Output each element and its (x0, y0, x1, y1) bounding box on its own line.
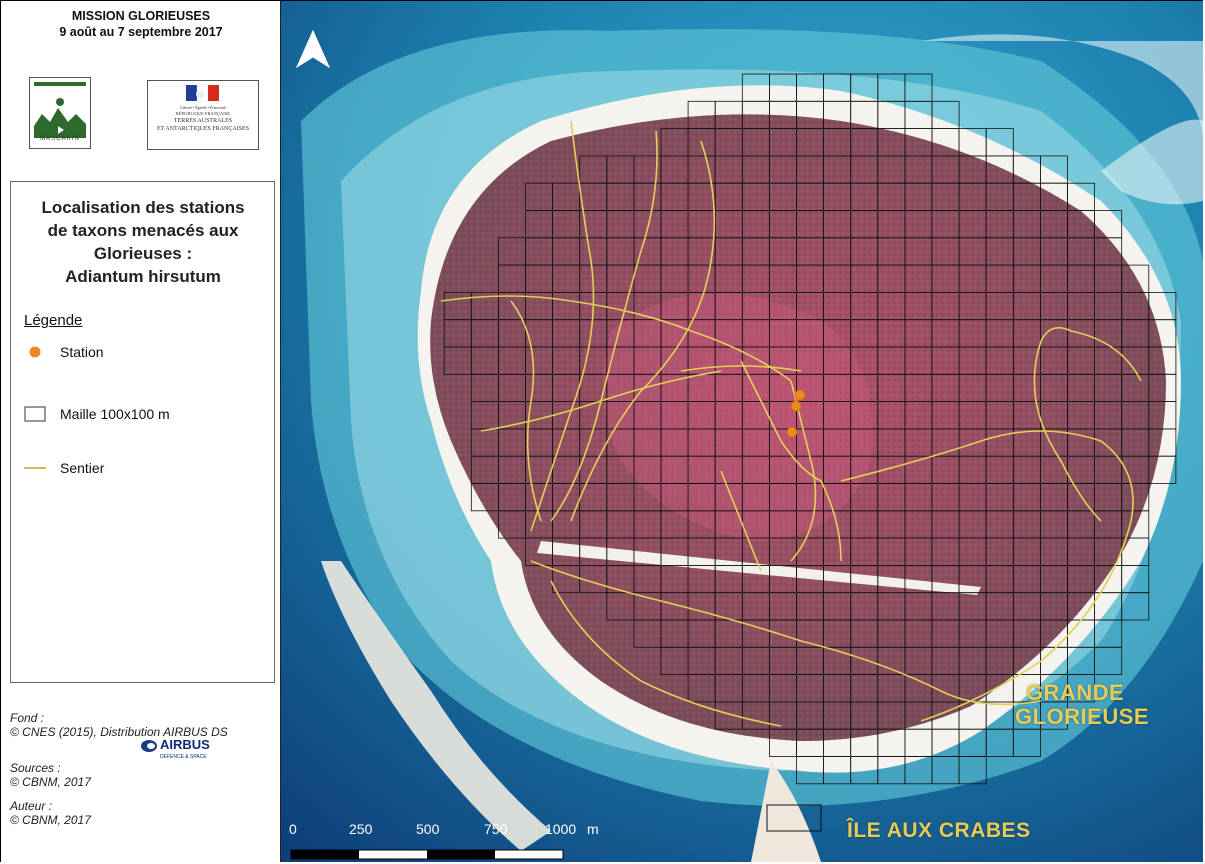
fond-value: © CNES (2015), Distribution AIRBUS DS (10, 725, 228, 739)
trail-line (720, 470, 762, 572)
dense-vegetation (603, 293, 873, 541)
legend-station-label: Station (60, 344, 104, 360)
legend-title: Légende (24, 312, 83, 329)
taaf-logo: Liberté • Égalité • Fraternité RÉPUBLIQU… (147, 80, 259, 150)
station-point (790, 400, 802, 412)
trail-line (530, 120, 595, 532)
airbus-logo: AIRBUS DEFENCE & SPACE (10, 737, 270, 761)
map-title-line3: Glorieuses : (93, 244, 193, 263)
trail-line (480, 370, 722, 432)
trail-layer (440, 120, 1142, 727)
auteur-value: © CBNM, 2017 (10, 813, 91, 827)
satellite-map[interactable]: GRANDE GLORIEUSE ÎLE AUX CRABES 0 250 50… (281, 1, 1203, 862)
grande-glorieuse-line2: GLORIEUSE (1015, 704, 1150, 729)
sources-value: © CBNM, 2017 (10, 775, 91, 789)
airbus-name: AIRBUS (160, 737, 210, 752)
scale-tick-250: 250 (349, 821, 373, 837)
grid-cell-symbol-icon (24, 406, 46, 422)
airbus-sub: DEFENCE & SPACE (160, 754, 207, 760)
trail-line (1033, 340, 1102, 522)
fond-label: Fond : (10, 711, 45, 725)
ile-aux-crabes-label: ÎLE AUX CRABES (847, 819, 1031, 842)
sand-patch-e (1101, 119, 1203, 205)
station-point (786, 426, 798, 438)
trail-line (530, 560, 1042, 706)
sidebar: MISSION GLORIEUSES 9 août au 7 septembre… (1, 1, 281, 862)
map-title-line4: Adiantum hirsutum (65, 267, 221, 286)
crabes-cell (766, 804, 822, 832)
trail-line (510, 300, 542, 522)
grid-cell (1067, 674, 1096, 703)
trail-line (550, 130, 658, 522)
auteur-label: Auteur : (10, 799, 53, 813)
sand-patch-ne (921, 34, 1203, 142)
trail-line (440, 295, 792, 382)
legend-grid-label: Maille 100x100 m (60, 406, 170, 422)
trail-line-symbol-icon (24, 460, 46, 476)
north-arrow-icon (295, 29, 331, 69)
legend-item-trail: Sentier (24, 460, 104, 476)
mission-dates: 9 août au 7 septembre 2017 (59, 25, 223, 39)
stations-layer (786, 389, 806, 438)
grid-cell (1121, 592, 1150, 621)
grid-cell (1040, 701, 1068, 730)
logos: MASCARIN Liberté • Égalité • Fraternité … (29, 77, 279, 153)
station-point (794, 389, 806, 401)
title-legend-box: Localisation des stations de taxons mena… (10, 181, 275, 683)
scale-tick-500: 500 (416, 821, 440, 837)
station-symbol-icon (24, 344, 46, 360)
trail-line (1040, 326, 1142, 382)
scale-bar (290, 849, 564, 860)
grid-layer (443, 73, 1177, 785)
sand-spit (751, 761, 821, 862)
legend-trail-label: Sentier (60, 460, 105, 476)
trail-line (550, 580, 782, 727)
map-title-line1: Localisation des stations (41, 198, 245, 217)
mascarin-text: MASCARIN (40, 136, 80, 142)
southwest-beach (321, 561, 551, 851)
legend-item-grid: Maille 100x100 m (24, 406, 170, 422)
trail-line (680, 365, 802, 372)
mascarin-logo: MASCARIN (29, 77, 91, 149)
scale-tick-0: 0 (289, 821, 297, 837)
trail-line (920, 520, 1132, 722)
trail-line (570, 140, 716, 522)
map-title-line2: de taxons menacés aux (47, 221, 239, 240)
taaf-name-line1: TERRES AUSTRALES (173, 118, 233, 124)
grid-cell (958, 756, 987, 785)
map-title: Localisation des stations de taxons mena… (17, 196, 269, 288)
grande-glorieuse-line1: GRANDE (1025, 680, 1125, 705)
sources-label: Sources : (10, 761, 61, 775)
scale-unit: m (587, 821, 599, 837)
grid-cell (1094, 646, 1123, 675)
taaf-republique: RÉPUBLIQUE FRANÇAISE (175, 111, 231, 116)
grid-cell (1012, 728, 1041, 757)
trail-line (740, 360, 842, 562)
scale-tick-1000: 1000 (545, 821, 577, 837)
grid-cell (1148, 455, 1177, 484)
legend-item-station: Station (24, 344, 104, 360)
credits: Fond : © CNES (2015), Distribution AIRBU… (10, 711, 270, 827)
taaf-name-line2: ET ANTARCTIQUES FRANÇAISES (156, 126, 250, 132)
mission-title: MISSION GLORIEUSES (71, 9, 211, 23)
taaf-motto: Liberté • Égalité • Fraternité (180, 105, 226, 110)
scale-labels: 0 250 500 750 1000 m (281, 735, 1203, 837)
grande-glorieuse-label: GRANDE GLORIEUSE (1015, 680, 1150, 729)
trail-line (840, 430, 1134, 522)
scale-tick-750: 750 (484, 821, 508, 837)
